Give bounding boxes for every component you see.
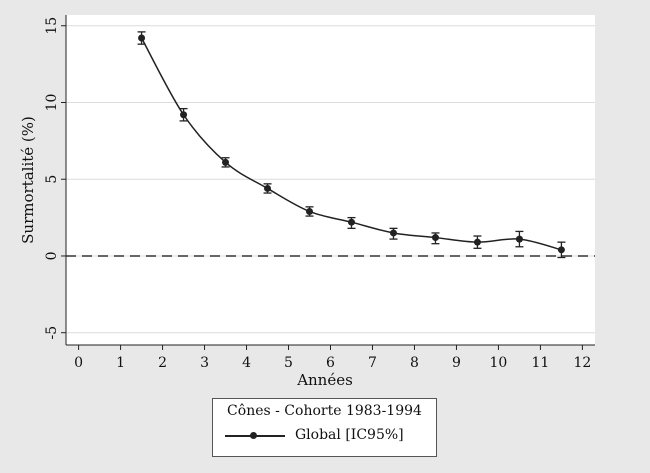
series-layer (137, 31, 566, 259)
data-point (222, 158, 230, 166)
data-point (264, 184, 272, 192)
legend-marker-swatch (250, 432, 257, 439)
y-tick-label: 5 (44, 175, 60, 184)
data-point (431, 234, 439, 242)
x-tick-label: 11 (532, 355, 550, 371)
data-point (389, 229, 397, 237)
y-tick-label: 15 (44, 17, 60, 35)
y-axis-label: Surmortalité (%) (19, 116, 37, 244)
x-tick-label: 6 (326, 355, 335, 371)
data-point (306, 207, 314, 215)
legend-series-label: Global [IC95%] (295, 427, 404, 443)
x-tick-label: 1 (116, 355, 125, 371)
x-tick-label: 9 (452, 355, 461, 371)
y-tick-label: -5 (44, 326, 60, 340)
x-tick-label: 3 (200, 355, 209, 371)
x-tick-label: 4 (242, 355, 251, 371)
x-tick-label: 8 (410, 355, 419, 371)
x-axis-label: Années (296, 371, 353, 389)
data-point (515, 235, 523, 243)
legend-title: Cônes - Cohorte 1983-1994 (227, 403, 422, 419)
x-tick-label: 0 (74, 355, 83, 371)
data-point (473, 238, 481, 246)
data-point (557, 246, 565, 254)
x-tick-label: 12 (573, 355, 591, 371)
data-point (347, 218, 355, 226)
y-tick-label: 10 (44, 94, 60, 112)
data-point (138, 34, 146, 42)
data-point (180, 111, 188, 119)
y-tick-label: 0 (44, 252, 60, 261)
legend-entry: Global [IC95%] (213, 426, 436, 444)
x-tick-label: 2 (158, 355, 167, 371)
legend: Cônes - Cohorte 1983-1994 Global [IC95%] (212, 398, 437, 457)
x-tick-label: 7 (368, 355, 377, 371)
x-tick-label: 10 (490, 355, 508, 371)
x-tick-label: 5 (284, 355, 293, 371)
plot-area (66, 15, 595, 345)
